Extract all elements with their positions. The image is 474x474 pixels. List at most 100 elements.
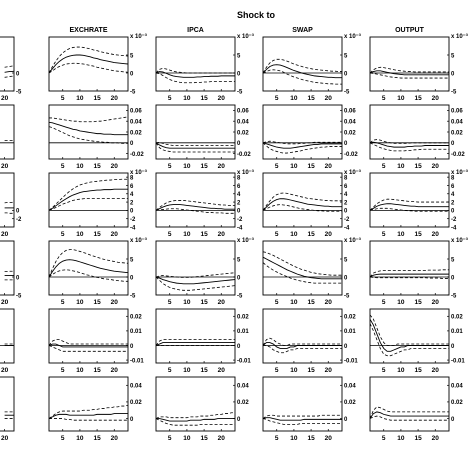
x-tick-label: 20	[325, 367, 333, 374]
y-tick-label: 0	[237, 141, 241, 147]
confidence-band-line-1	[156, 272, 235, 278]
panel-frame	[369, 308, 450, 364]
confidence-band-line-2	[4, 75, 14, 78]
x-tick-label: 5	[275, 299, 279, 306]
x-tick-label: 5	[61, 367, 65, 374]
confidence-band-line-2	[263, 142, 342, 154]
series-group	[4, 343, 14, 346]
x-tick-label: 20	[432, 163, 440, 170]
x-tick-label: 5	[61, 299, 65, 306]
y-tick-label: 0.01	[237, 329, 249, 335]
confidence-band-line-2	[263, 345, 342, 354]
partial-panel-r2: 20 0 -2	[0, 172, 22, 238]
panel-frame	[48, 240, 129, 296]
series-group	[263, 58, 342, 85]
confidence-band-line-2	[370, 142, 449, 152]
x-tick-label: 20	[111, 95, 119, 102]
y-tick-label: 6	[451, 184, 455, 190]
confidence-band-line-2	[370, 207, 449, 212]
y-tick-label: 5	[344, 257, 348, 263]
series-group	[370, 314, 449, 357]
x-tick-label: 15	[93, 95, 101, 102]
panel-frame	[369, 240, 450, 296]
y-tick-label: 0	[237, 71, 241, 77]
series-group	[49, 404, 128, 421]
panel-frame	[48, 36, 129, 92]
y-scale-label: x 10⁻³	[237, 169, 254, 176]
x-tick-label: 10	[183, 231, 191, 238]
x-tick-label: 20	[111, 163, 119, 170]
y-tick-label: 5	[344, 53, 348, 59]
confidence-band-line-1	[49, 249, 128, 278]
panel-r0-c1: 5 10 15 20 -5 0 5 x 10⁻³	[48, 33, 147, 102]
panel-frame	[155, 36, 236, 92]
y-tick-label: 0.04	[237, 120, 249, 126]
y-scale-label: x 10⁻³	[237, 237, 254, 244]
series-group	[4, 411, 14, 419]
x-tick-label: 20	[432, 231, 440, 238]
x-tick-label: 20	[325, 95, 333, 102]
x-tick-label: 5	[275, 435, 279, 442]
series-group	[370, 269, 449, 279]
y-tick-label: 5	[451, 257, 455, 263]
column-title-swap: SWAP	[292, 27, 313, 34]
series-group	[4, 201, 14, 214]
y-tick-label: 0.02	[451, 400, 463, 406]
irf-line-0	[156, 276, 235, 285]
x-tick-label: 10	[183, 299, 191, 306]
y-tick-label: -5	[16, 293, 22, 299]
y-tick-label: -2	[16, 217, 22, 223]
x-tick-label: 15	[414, 163, 422, 170]
x-tick-label: 20	[1, 299, 9, 306]
y-tick-label: 0	[237, 275, 241, 281]
x-tick-label: 15	[414, 435, 422, 442]
irf-line-0	[49, 121, 128, 136]
y-tick-label: 0.01	[344, 329, 356, 335]
y-tick-label: 0.02	[344, 315, 356, 321]
panel-r3-c2: 5 10 15 20 -5 0 5 x 10⁻³	[155, 237, 254, 306]
column-title-exchrate: EXCHRATE	[70, 27, 108, 34]
y-tick-label: -5	[451, 89, 457, 95]
y-tick-label: 0.04	[237, 384, 249, 390]
panel-r4-c2: 5 10 15 20 -0.01 0 0.01 0.02	[155, 308, 251, 374]
series-group	[49, 339, 128, 352]
panel-r1-c4: 5 10 15 20 -0.02 0 0.02 0.04 0.06	[369, 104, 465, 170]
irf-line-0	[49, 343, 128, 348]
irf-line-0	[370, 141, 449, 148]
x-tick-label: 10	[76, 231, 84, 238]
series-group	[49, 178, 128, 211]
partial-panel-r4: 20	[0, 308, 15, 374]
y-tick-label: -2	[237, 217, 243, 223]
x-tick-label: 15	[200, 163, 208, 170]
x-tick-label: 5	[168, 163, 172, 170]
y-tick-label: -0.01	[451, 358, 465, 364]
panel-frame	[262, 376, 343, 432]
irf-line-0	[263, 198, 342, 211]
panel-frame	[262, 240, 343, 296]
x-tick-label: 10	[290, 435, 298, 442]
confidence-band-line-1	[156, 141, 235, 146]
series-group	[4, 65, 14, 78]
y-tick-label: -0.02	[237, 152, 251, 158]
x-tick-label: 15	[307, 231, 315, 238]
y-tick-label: 0	[451, 275, 455, 281]
irf-line-0	[49, 259, 128, 278]
irf-line-0	[156, 71, 235, 78]
y-tick-label: -5	[237, 293, 243, 299]
panel-r3-c1: 5 10 15 20 -5 0 5 x 10⁻³	[48, 237, 147, 306]
y-tick-label: 0	[451, 344, 455, 350]
x-tick-label: 20	[432, 367, 440, 374]
confidence-band-line-1	[4, 201, 14, 204]
column-title-ipca: IPCA	[187, 27, 204, 34]
confidence-band-line-2	[156, 142, 235, 153]
series-group	[263, 414, 342, 425]
panel-frame	[48, 172, 129, 228]
x-tick-label: 15	[414, 299, 422, 306]
partial-panel-r1: 20	[0, 104, 15, 170]
y-tick-label: 0	[237, 344, 241, 350]
x-tick-label: 10	[290, 299, 298, 306]
y-tick-label: -0.02	[451, 152, 465, 158]
series-group	[370, 66, 449, 79]
series-group	[370, 198, 449, 212]
